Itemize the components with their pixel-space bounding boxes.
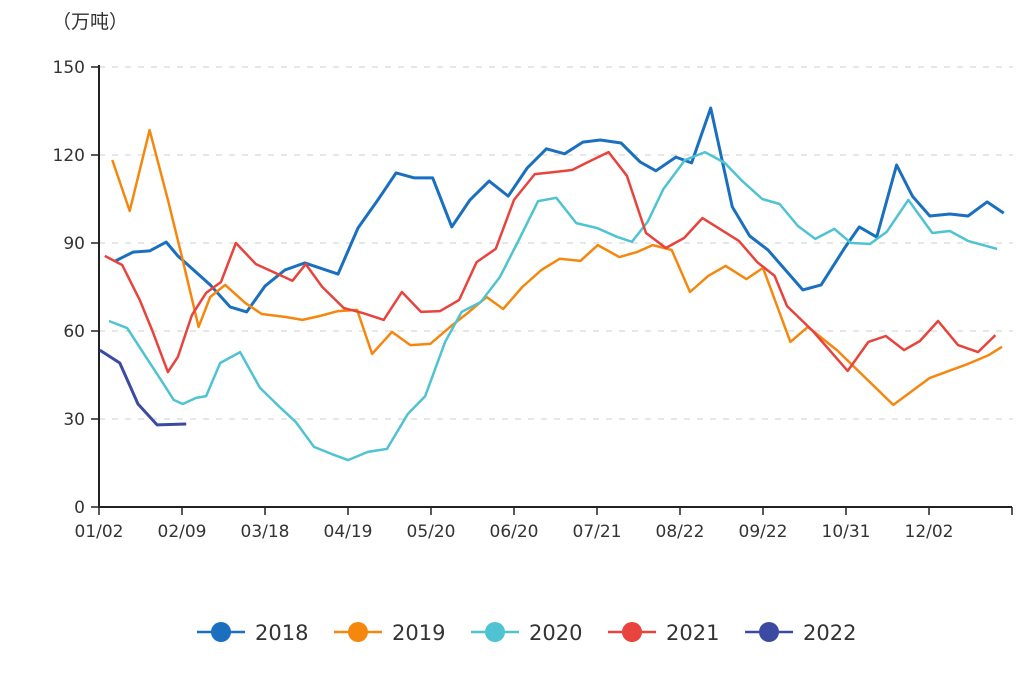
y-axis-unit-label: （万吨） bbox=[52, 11, 128, 33]
x-tick-label: 04/19 bbox=[324, 522, 373, 542]
x-tick-label: 10/31 bbox=[822, 522, 871, 542]
series-lines bbox=[98, 106, 1005, 462]
legend-label: 2021 bbox=[666, 621, 719, 645]
x-tick-label: 06/20 bbox=[490, 522, 539, 542]
legend-circle-icon bbox=[348, 622, 368, 642]
legend: 2018 2019 2020 2021 2022 bbox=[197, 621, 856, 645]
y-tick-label: 120 bbox=[53, 146, 85, 166]
gridlines bbox=[99, 66, 1013, 420]
legend-label: 2019 bbox=[392, 621, 445, 645]
legend-item-2020: 2020 bbox=[471, 621, 582, 645]
legend-circle-icon bbox=[622, 622, 642, 642]
legend-item-2019: 2019 bbox=[334, 621, 445, 645]
x-tick-label: 01/02 bbox=[75, 522, 124, 542]
y-tick-label: 60 bbox=[63, 322, 85, 342]
series-line-2020 bbox=[108, 150, 998, 462]
legend-item-2022: 2022 bbox=[745, 621, 856, 645]
x-tick-label: 03/18 bbox=[241, 522, 290, 542]
y-tick-label: 30 bbox=[63, 410, 85, 430]
legend-item-2018: 2018 bbox=[197, 621, 308, 645]
legend-label: 2020 bbox=[529, 621, 582, 645]
axes: 0 30 60 90 120 150 01/02 02/09 03/18 04/19 05/20 06… bbox=[53, 58, 1013, 542]
legend-label: 2022 bbox=[803, 621, 856, 645]
x-tick-label: 09/22 bbox=[739, 522, 788, 542]
series-line-2022 bbox=[98, 348, 187, 427]
legend-label: 2018 bbox=[255, 621, 308, 645]
series-line-2019 bbox=[111, 128, 1003, 407]
legend-circle-icon bbox=[211, 622, 231, 642]
x-tick-label: 02/09 bbox=[158, 522, 207, 542]
legend-circle-icon bbox=[485, 622, 505, 642]
series-line-2018 bbox=[114, 106, 1005, 314]
legend-item-2021: 2021 bbox=[608, 621, 719, 645]
y-tick-label: 90 bbox=[63, 234, 85, 254]
series-line-2021 bbox=[104, 150, 997, 374]
x-tick-label: 12/02 bbox=[905, 522, 954, 542]
x-tick-label: 07/21 bbox=[573, 522, 622, 542]
y-tick-label: 150 bbox=[53, 58, 85, 78]
x-tick-label: 05/20 bbox=[407, 522, 456, 542]
x-tick-label: 08/22 bbox=[656, 522, 705, 542]
y-tick-label: 0 bbox=[74, 498, 85, 518]
legend-circle-icon bbox=[759, 622, 779, 642]
